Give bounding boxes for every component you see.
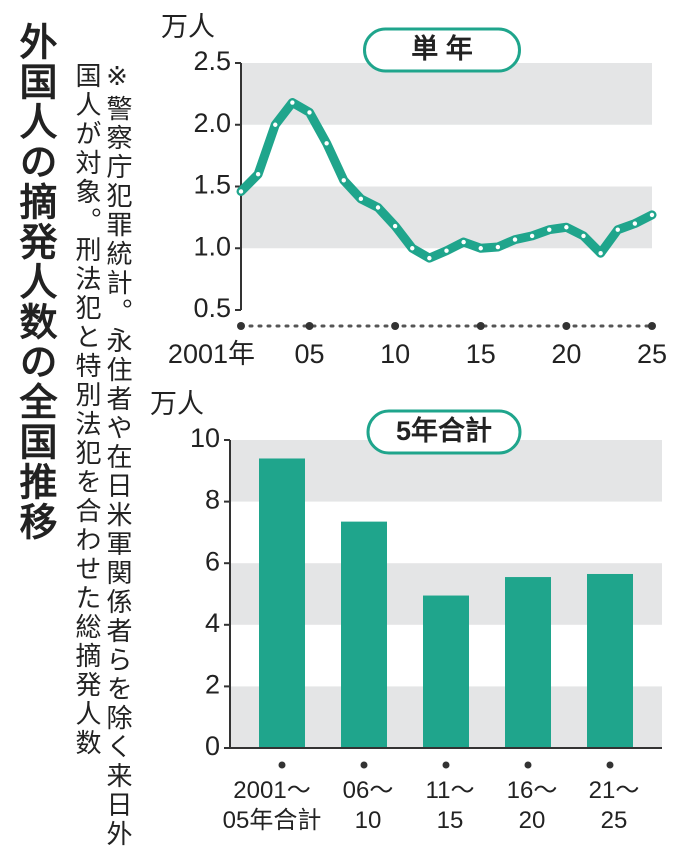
x-tick (606, 761, 614, 769)
x-tick (648, 322, 656, 330)
y-tick-label: 2.5 (193, 46, 231, 76)
x-tick-label: 20 (551, 339, 581, 369)
x-tick (391, 322, 400, 330)
x-tick-label: 21～ 25 (588, 777, 640, 834)
point (273, 122, 278, 127)
point (512, 237, 518, 242)
x-tick (562, 322, 571, 330)
x-tick (524, 761, 532, 769)
point (632, 221, 638, 226)
y-tick-label: 1.0 (193, 231, 231, 261)
y-axis-label: 万人 (150, 389, 204, 419)
x-tick (476, 322, 485, 330)
x-tick-label: 05 (294, 339, 324, 369)
bar (259, 458, 305, 748)
point (238, 189, 244, 194)
y-tick-label: 0 (205, 731, 220, 761)
y-tick-label: 6 (205, 546, 220, 576)
point (427, 255, 432, 261)
y-tick-label: 8 (205, 485, 220, 515)
x-tick-label: 2001～ 05年合計 (222, 777, 322, 834)
point (495, 244, 501, 250)
legend-label: 単 年 (411, 33, 473, 64)
point (341, 178, 346, 183)
x-tick-label: 10 (380, 339, 410, 369)
legend-box (363, 27, 521, 73)
point (324, 141, 329, 146)
page-title: 外国人の摘発人数の全国推移 (13, 22, 57, 542)
y-tick-label: 10 (190, 423, 220, 453)
point (375, 205, 381, 210)
point (615, 227, 620, 232)
x-tick-label: 16～ 20 (506, 777, 558, 834)
x-tick (305, 322, 314, 330)
point (581, 233, 586, 239)
bar (423, 595, 469, 748)
y-tick-label: 2.0 (193, 108, 231, 138)
point (255, 171, 261, 177)
x-tick (278, 761, 286, 769)
x-tick (360, 761, 368, 769)
x-tick-label: 2001年 (168, 339, 255, 369)
x-tick (442, 761, 450, 769)
point (547, 227, 552, 232)
x-tick-label: 11～ 15 (425, 777, 475, 834)
point (564, 225, 569, 230)
point (478, 246, 483, 251)
point (358, 196, 364, 202)
x-tick-label: 25 (637, 339, 667, 369)
bar (587, 573, 633, 748)
point (392, 223, 398, 229)
point (461, 239, 466, 245)
legend-box (366, 409, 522, 455)
y-tick-label: 4 (205, 608, 220, 638)
point (410, 246, 415, 251)
note: ※警察庁犯罪統計。永住者や在日米軍関係者らを除く来日外国人が対象。刑法犯と特別法… (71, 62, 132, 849)
y-tick-label: 2 (205, 670, 220, 700)
point (290, 100, 295, 105)
point (598, 250, 603, 256)
y-tick-label: 0.5 (193, 293, 231, 323)
y-axis-label: 万人 (161, 12, 215, 42)
point (444, 248, 449, 253)
legend-label: 5年合計 (396, 415, 492, 446)
x-tick-label: 15 (466, 339, 496, 369)
point (307, 110, 312, 115)
y-tick-label: 1.5 (193, 170, 231, 200)
x-tick (237, 322, 245, 330)
point (649, 212, 655, 218)
bar (341, 521, 387, 748)
point (529, 233, 535, 239)
bar (505, 577, 551, 748)
x-tick-label: 06～ 10 (342, 777, 394, 834)
